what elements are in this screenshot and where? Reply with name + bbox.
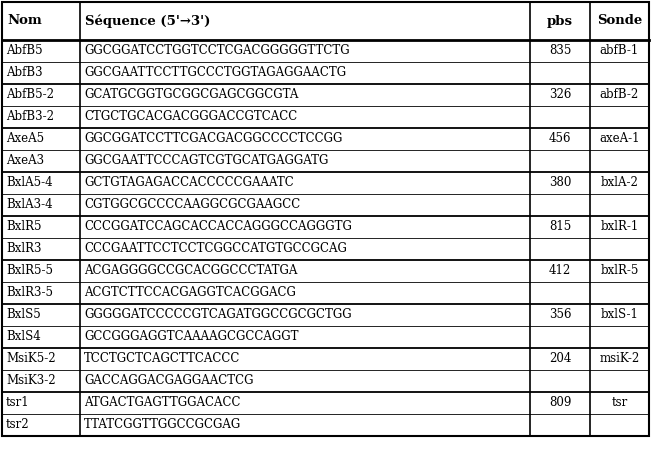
Text: BxlR5: BxlR5 bbox=[6, 221, 42, 234]
Text: 456: 456 bbox=[549, 133, 571, 146]
Text: abfB-1: abfB-1 bbox=[600, 45, 639, 57]
Text: ACGAGGGGCCGCACGGCCCTATGA: ACGAGGGGCCGCACGGCCCTATGA bbox=[84, 264, 298, 277]
Text: GGCGGATCCTTCGACGACGGCCCCTCCGG: GGCGGATCCTTCGACGACGGCCCCTCCGG bbox=[84, 133, 342, 146]
Text: BxlA5-4: BxlA5-4 bbox=[6, 176, 53, 189]
Text: bxlA-2: bxlA-2 bbox=[601, 176, 639, 189]
Text: ACGTCTTCCACGAGGTCACGGACG: ACGTCTTCCACGAGGTCACGGACG bbox=[84, 286, 296, 299]
Text: 835: 835 bbox=[549, 45, 571, 57]
Text: bxlS-1: bxlS-1 bbox=[601, 308, 639, 322]
Text: bxlR-1: bxlR-1 bbox=[600, 221, 639, 234]
Text: CCCGAATTCCTCCTCGGCCATGTGCCGCAG: CCCGAATTCCTCCTCGGCCATGTGCCGCAG bbox=[84, 243, 347, 256]
Text: TCCTGCTCAGCTTCACCC: TCCTGCTCAGCTTCACCC bbox=[84, 353, 240, 365]
Text: BxlS5: BxlS5 bbox=[6, 308, 41, 322]
Text: Sonde: Sonde bbox=[597, 14, 642, 28]
Text: AbfB3-2: AbfB3-2 bbox=[6, 110, 54, 124]
Text: GCATGCGGTGCGGCGAGCGGCGTA: GCATGCGGTGCGGCGAGCGGCGTA bbox=[84, 88, 298, 101]
Text: AxeA3: AxeA3 bbox=[6, 155, 44, 167]
Text: BxlS4: BxlS4 bbox=[6, 331, 41, 344]
Text: AxeA5: AxeA5 bbox=[6, 133, 44, 146]
Text: GGCGAATTCCCAGTCGTGCATGAGGATG: GGCGAATTCCCAGTCGTGCATGAGGATG bbox=[84, 155, 328, 167]
Text: GCTGTAGAGACCACCCCCGAAATC: GCTGTAGAGACCACCCCCGAAATC bbox=[84, 176, 294, 189]
Text: CTGCTGCACGACGGGACCGTCACC: CTGCTGCACGACGGGACCGTCACC bbox=[84, 110, 298, 124]
Text: 380: 380 bbox=[549, 176, 571, 189]
Text: AbfB3: AbfB3 bbox=[6, 66, 42, 79]
Text: tsr2: tsr2 bbox=[6, 419, 30, 432]
Text: tsr: tsr bbox=[611, 396, 628, 410]
Text: Nom: Nom bbox=[7, 14, 42, 28]
Text: GGCGAATTCCTTGCCCTGGTAGAGGAACTG: GGCGAATTCCTTGCCCTGGTAGAGGAACTG bbox=[84, 66, 346, 79]
Text: 809: 809 bbox=[549, 396, 571, 410]
Text: CGTGGCGCCCCAAGGCGCGAAGCC: CGTGGCGCCCCAAGGCGCGAAGCC bbox=[84, 198, 300, 212]
Text: ATGACTGAGTTGGACACC: ATGACTGAGTTGGACACC bbox=[84, 396, 240, 410]
Text: GACCAGGACGAGGAACTCG: GACCAGGACGAGGAACTCG bbox=[84, 374, 253, 387]
Text: msiK-2: msiK-2 bbox=[600, 353, 640, 365]
Text: GGCGGATCCTGGTCCTCGACGGGGGTTCTG: GGCGGATCCTGGTCCTCGACGGGGGTTCTG bbox=[84, 45, 350, 57]
Text: tsr1: tsr1 bbox=[6, 396, 30, 410]
Text: AbfB5: AbfB5 bbox=[6, 45, 42, 57]
Text: 815: 815 bbox=[549, 221, 571, 234]
Text: BxlR3-5: BxlR3-5 bbox=[6, 286, 53, 299]
Text: BxlR3: BxlR3 bbox=[6, 243, 42, 256]
Text: bxlR-5: bxlR-5 bbox=[600, 264, 639, 277]
Text: AbfB5-2: AbfB5-2 bbox=[6, 88, 54, 101]
Text: MsiK5-2: MsiK5-2 bbox=[6, 353, 55, 365]
Text: TTATCGGTTGGCCGCGAG: TTATCGGTTGGCCGCGAG bbox=[84, 419, 242, 432]
Text: axeA-1: axeA-1 bbox=[600, 133, 640, 146]
Text: 412: 412 bbox=[549, 264, 571, 277]
Text: BxlR5-5: BxlR5-5 bbox=[6, 264, 53, 277]
Text: 356: 356 bbox=[549, 308, 571, 322]
Text: Séquence (5'→3'): Séquence (5'→3') bbox=[85, 14, 210, 28]
Text: abfB-2: abfB-2 bbox=[600, 88, 639, 101]
Text: BxlA3-4: BxlA3-4 bbox=[6, 198, 53, 212]
Text: GCCGGGAGGTCAAAAGCGCCAGGT: GCCGGGAGGTCAAAAGCGCCAGGT bbox=[84, 331, 299, 344]
Text: MsiK3-2: MsiK3-2 bbox=[6, 374, 55, 387]
Text: 204: 204 bbox=[549, 353, 571, 365]
Text: 326: 326 bbox=[549, 88, 571, 101]
Text: CCCGGATCCAGCACCACCAGGGCCAGGGTG: CCCGGATCCAGCACCACCAGGGCCAGGGTG bbox=[84, 221, 352, 234]
Text: pbs: pbs bbox=[547, 14, 573, 28]
Text: GGGGGATCCCCCGTCAGATGGCCGCGCTGG: GGGGGATCCCCCGTCAGATGGCCGCGCTGG bbox=[84, 308, 352, 322]
